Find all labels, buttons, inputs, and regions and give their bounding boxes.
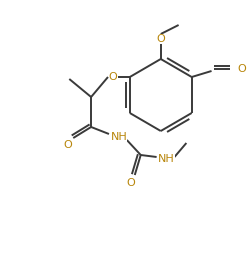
Text: O: O <box>156 34 165 44</box>
Text: NH: NH <box>111 132 127 142</box>
Text: O: O <box>63 140 72 150</box>
Text: O: O <box>237 64 246 74</box>
Text: O: O <box>126 178 135 188</box>
Text: O: O <box>109 72 117 82</box>
Text: NH: NH <box>158 154 175 164</box>
